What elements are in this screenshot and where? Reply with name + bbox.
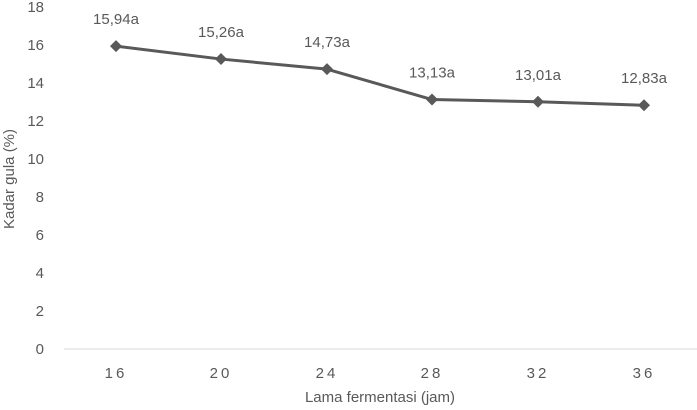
y-tick-label: 16 [27, 37, 44, 54]
data-label: 13,13a [409, 65, 456, 82]
data-label: 15,26a [198, 24, 245, 41]
data-label: 12,83a [621, 70, 668, 87]
x-axis: 16 20 24 28 32 36 [105, 365, 656, 382]
y-tick-label: 0 [36, 341, 44, 358]
y-axis: 0 2 4 6 8 10 12 14 16 18 [27, 0, 44, 358]
y-axis-title: Kadar gula (%) [1, 129, 18, 229]
data-label: 15,94a [93, 11, 140, 28]
y-tick-label: 12 [27, 113, 44, 130]
data-point-marker [215, 53, 227, 66]
series-markers [110, 40, 650, 112]
data-point-marker [638, 99, 650, 112]
y-tick-label: 4 [36, 265, 44, 282]
series-line [115, 44, 645, 107]
x-tick-label: 36 [633, 365, 656, 382]
data-point-marker [321, 63, 333, 76]
data-label: 14,73a [304, 34, 351, 51]
y-tick-label: 14 [27, 75, 44, 92]
x-tick-label: 24 [316, 365, 339, 382]
series-lines [115, 44, 645, 107]
data-point-marker [110, 40, 122, 53]
data-labels: 15,94a 15,26a 14,73a 13,13a 13,01a 12,83a [93, 11, 668, 87]
x-axis-title: Lama fermentasi (jam) [305, 389, 455, 406]
y-tick-label: 8 [36, 189, 44, 206]
y-tick-label: 18 [27, 0, 44, 16]
data-label: 13,01a [515, 67, 562, 84]
data-point-marker [532, 95, 544, 108]
data-point-marker [426, 93, 438, 106]
x-tick-label: 28 [421, 365, 444, 382]
x-tick-label: 20 [210, 365, 233, 382]
x-tick-label: 16 [105, 365, 128, 382]
y-tick-label: 6 [36, 227, 44, 244]
x-tick-label: 32 [527, 365, 550, 382]
y-tick-label: 2 [36, 303, 44, 320]
y-tick-label: 10 [27, 151, 44, 168]
